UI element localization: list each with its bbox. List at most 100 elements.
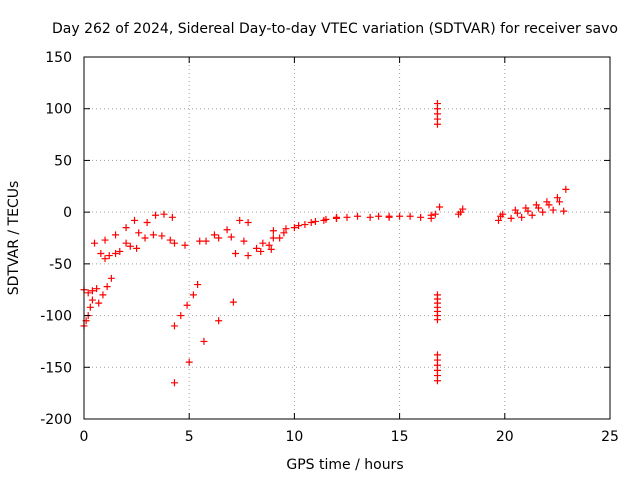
data-point (556, 198, 564, 206)
data-point (257, 247, 265, 255)
series-arc-10 (202, 233, 284, 252)
chart-title: Day 262 of 2024, Sidereal Day-to-day VTE… (52, 21, 618, 37)
data-point (320, 216, 328, 224)
x-tick-label: 25 (601, 429, 619, 445)
data-point (231, 250, 239, 258)
y-axis-label: SDTVAR / TECUs (6, 181, 22, 296)
data-point (112, 231, 120, 239)
series-arc-2 (80, 285, 101, 297)
data-point (112, 250, 120, 258)
data-point (431, 210, 439, 218)
data-point (253, 244, 261, 252)
data-point (524, 207, 532, 215)
series-arc-6 (101, 231, 178, 263)
series-arc-17 (433, 100, 441, 128)
data-point (269, 234, 277, 242)
data-point (236, 216, 244, 224)
data-point (311, 217, 319, 225)
data-point (101, 236, 109, 244)
y-tick-label: -50 (49, 257, 72, 273)
series-arc-22 (507, 206, 568, 222)
data-point (396, 212, 404, 220)
data-point (354, 212, 362, 220)
data-point (202, 237, 210, 245)
data-point (560, 207, 568, 215)
x-tick-label: 5 (185, 429, 194, 445)
series-arc-23 (511, 185, 570, 214)
grid (84, 57, 610, 419)
y-tick-label: 50 (54, 153, 72, 169)
data-point (177, 312, 185, 320)
data-point (332, 213, 340, 221)
data-point (539, 208, 547, 216)
data-point (160, 210, 168, 218)
data-point (133, 244, 141, 252)
data-point (99, 291, 107, 299)
data-point (494, 216, 502, 224)
series-arc-7 (170, 281, 202, 330)
y-tick-label: -100 (40, 309, 72, 325)
data-point (240, 237, 248, 245)
series-arc-3 (95, 274, 115, 307)
x-tick-label: 15 (391, 429, 409, 445)
series-arc-14 (332, 212, 393, 221)
series-arc-1 (80, 296, 96, 330)
data-point (562, 185, 570, 193)
data-point (343, 213, 351, 221)
data-point (183, 301, 191, 309)
data-point (122, 224, 130, 232)
series-arc-20 (455, 205, 467, 218)
y-tick-label: 0 (63, 205, 72, 221)
data-point (116, 247, 124, 255)
data-point (513, 209, 521, 217)
data-point (158, 232, 166, 240)
data-point (170, 239, 178, 247)
axis-ticks (83, 56, 611, 420)
data-point (93, 285, 101, 293)
data-point (107, 274, 115, 282)
series-arc-9 (181, 216, 252, 249)
data-point (433, 120, 441, 128)
data-point (152, 211, 160, 219)
data-point (168, 213, 176, 221)
series-arc-19 (433, 351, 441, 385)
data-point (141, 234, 149, 242)
data-point (101, 255, 109, 263)
data-point (244, 252, 252, 260)
data-point (126, 242, 134, 250)
data-point (170, 379, 178, 387)
data-point (103, 283, 111, 291)
data-point (307, 218, 315, 226)
data-point (427, 211, 435, 219)
data-point (385, 213, 393, 221)
data-point (433, 316, 441, 324)
data-point (499, 210, 507, 218)
data-point (91, 239, 99, 247)
data-point (433, 377, 441, 385)
series-arc-18 (433, 291, 441, 324)
y-tick-label: -150 (40, 360, 72, 376)
series-arc-24 (513, 198, 564, 217)
data-point (143, 218, 151, 226)
series-arc-15 (385, 212, 435, 222)
data-point (130, 216, 138, 224)
x-tick-label: 20 (496, 429, 514, 445)
x-tick-label: 0 (80, 429, 89, 445)
data-point (518, 213, 526, 221)
data-point (545, 201, 553, 209)
data-point (417, 213, 425, 221)
data-point (528, 211, 536, 219)
series-arc-5 (97, 210, 176, 260)
data-point (436, 203, 444, 211)
data-point (135, 229, 143, 237)
data-point (196, 237, 204, 245)
data-marks (80, 100, 570, 387)
data-point (105, 252, 113, 260)
data-point (88, 287, 96, 295)
y-tick-labels: -200 -150 -100 -50 0 50 100 150 (40, 50, 72, 428)
data-point (295, 222, 303, 230)
data-point (86, 303, 94, 311)
data-point (301, 221, 309, 229)
data-point (290, 224, 298, 232)
